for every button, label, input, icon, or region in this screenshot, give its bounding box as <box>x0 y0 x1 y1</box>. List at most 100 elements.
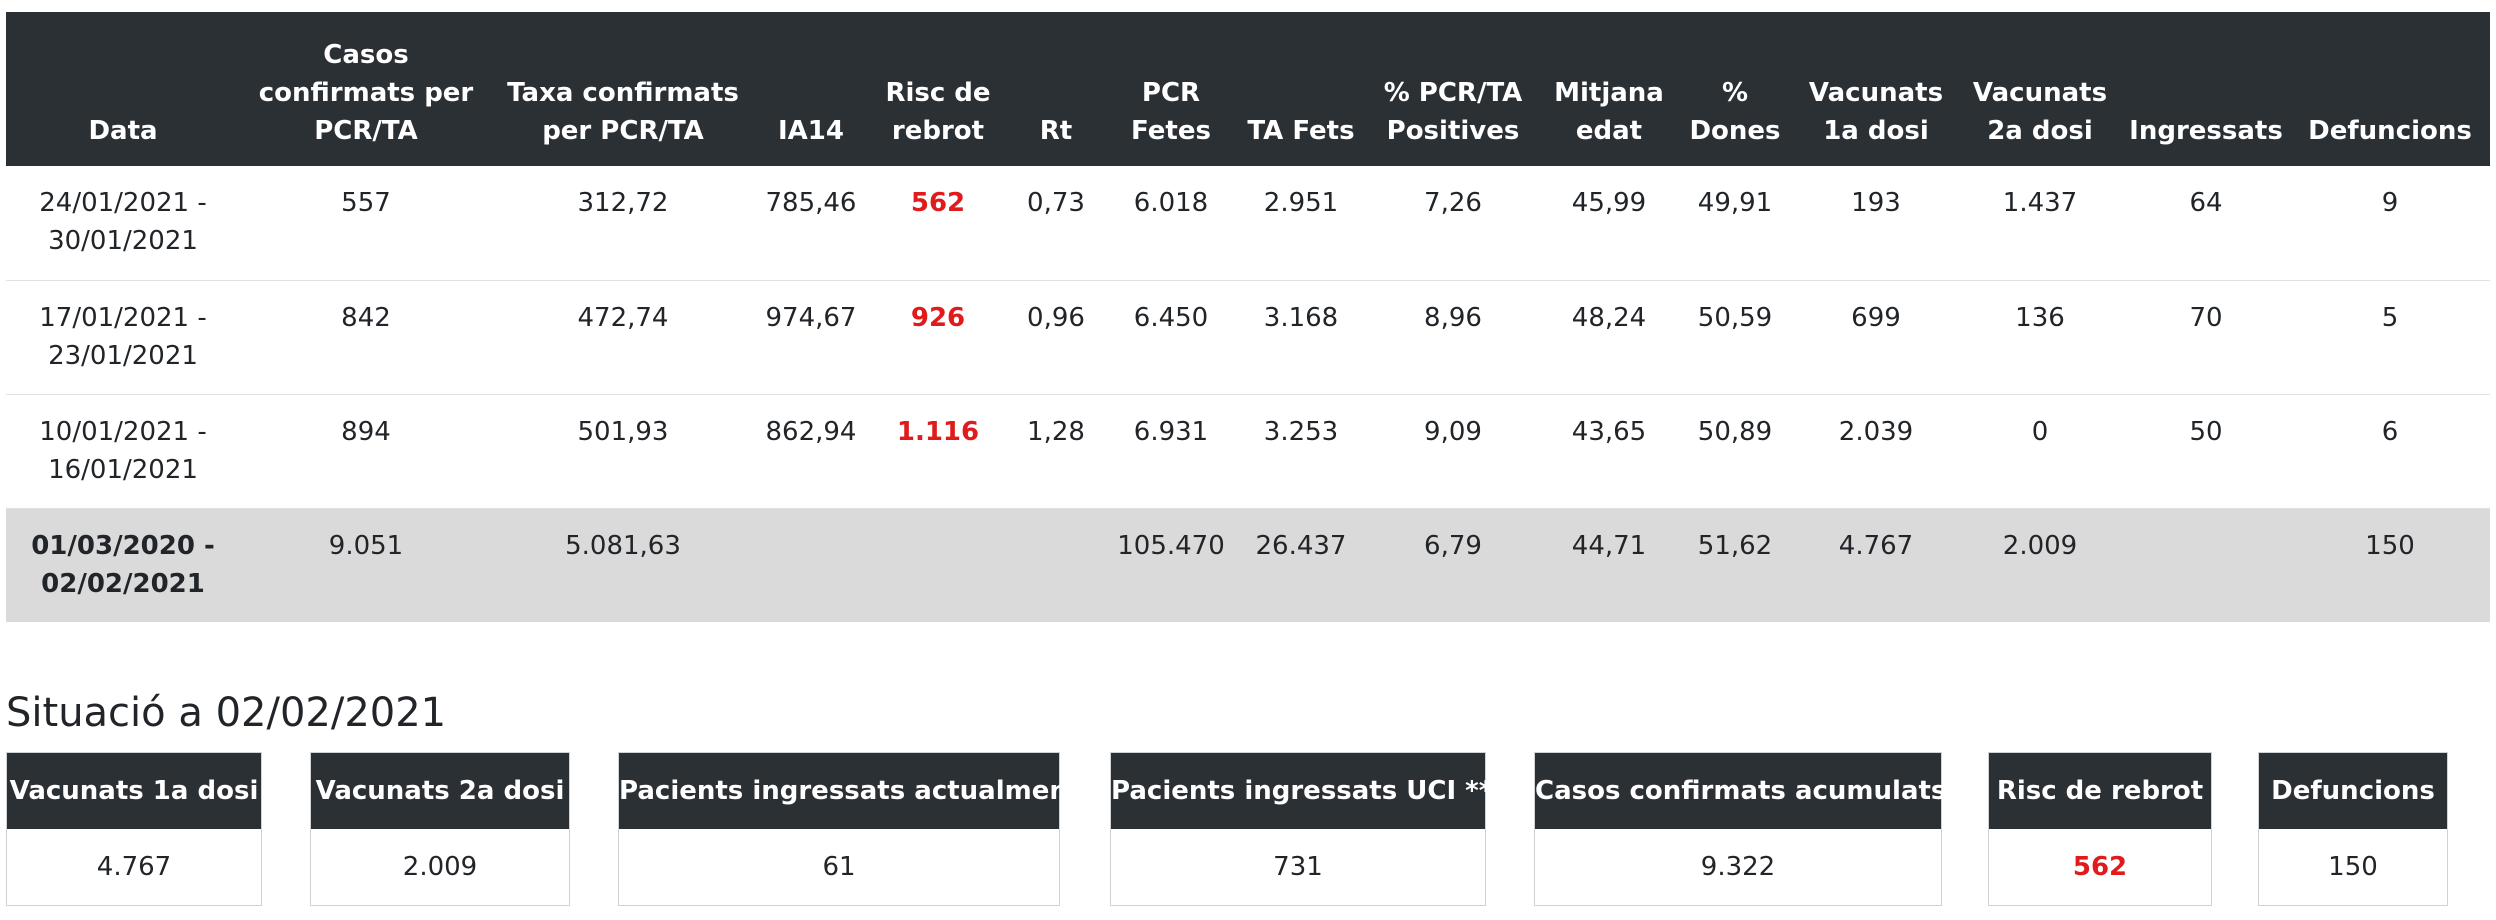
column-header-date[interactable]: Data <box>6 12 240 166</box>
cell-ta-done: 2.951 <box>1238 166 1364 281</box>
column-header-women-pct[interactable]: % Dones <box>1676 12 1794 166</box>
cell-confirmed-cases: 557 <box>240 166 492 281</box>
cell-ta-done: 3.253 <box>1238 394 1364 509</box>
situation-title: Situació a 02/02/2021 <box>6 690 447 736</box>
weekly-data-table: Data Casos confirmats per PCR/TA Taxa co… <box>6 12 2490 622</box>
cell-outbreak-risk: 562 <box>868 166 1008 281</box>
cell-confirmed-rate: 501,93 <box>492 394 754 509</box>
cell-admitted: 50 <box>2122 394 2290 509</box>
cell-admitted: 64 <box>2122 166 2290 281</box>
cell-rt: 0,73 <box>1008 166 1104 281</box>
cell-date: 01/03/2020 - 02/02/2021 <box>6 508 240 622</box>
column-header-positive-pct[interactable]: % PCR/TA Positives <box>1364 12 1542 166</box>
column-header-ta-done[interactable]: TA Fets <box>1238 12 1364 166</box>
cell-women-pct: 51,62 <box>1676 508 1794 622</box>
cell-deaths: 5 <box>2290 280 2490 395</box>
column-header-ia14[interactable]: IA14 <box>754 12 868 166</box>
column-header-confirmed-cases[interactable]: Casos confirmats per PCR/TA <box>240 12 492 166</box>
cell-outbreak-risk: 926 <box>868 280 1008 395</box>
cell-ia14: 862,94 <box>754 394 868 509</box>
cell-pcr-done: 6.018 <box>1104 166 1238 281</box>
column-header-confirmed-rate[interactable]: Taxa confirmats per PCR/TA <box>492 12 754 166</box>
card-value: 4.767 <box>7 829 261 905</box>
cell-mean-age: 48,24 <box>1542 280 1676 395</box>
cell-vaccinated-dose2: 0 <box>1958 394 2122 509</box>
cell-positive-pct: 6,79 <box>1364 508 1542 622</box>
table-total-row: 01/03/2020 - 02/02/2021 9.051 5.081,63 1… <box>6 508 2490 622</box>
cell-women-pct: 49,91 <box>1676 166 1794 281</box>
cell-vaccinated-dose1: 2.039 <box>1794 394 1958 509</box>
cell-positive-pct: 7,26 <box>1364 166 1542 281</box>
cell-pcr-done: 6.450 <box>1104 280 1238 395</box>
cell-ta-done: 3.168 <box>1238 280 1364 395</box>
cell-mean-age: 44,71 <box>1542 508 1676 622</box>
cell-confirmed-cases: 842 <box>240 280 492 395</box>
table-row: 10/01/2021 - 16/01/2021 894 501,93 862,9… <box>6 394 2490 509</box>
column-header-deaths[interactable]: Defuncions <box>2290 12 2490 166</box>
card-deaths: Defuncions 150 <box>2258 752 2448 906</box>
cell-mean-age: 45,99 <box>1542 166 1676 281</box>
table-row: 24/01/2021 - 30/01/2021 557 312,72 785,4… <box>6 166 2490 281</box>
cell-ia14: 974,67 <box>754 280 868 395</box>
card-value: 9.322 <box>1535 829 1941 905</box>
card-outbreak-risk: Risc de rebrot 562 <box>1988 752 2212 906</box>
cell-confirmed-rate: 312,72 <box>492 166 754 281</box>
card-confirmed-accumulated: Casos confirmats acumulats 9.322 <box>1534 752 1946 906</box>
card-label: Risc de rebrot <box>1989 753 2211 829</box>
cell-vaccinated-dose1: 193 <box>1794 166 1958 281</box>
cell-ia14: 785,46 <box>754 166 868 281</box>
column-header-rt[interactable]: Rt <box>1008 12 1104 166</box>
card-patients-admitted: Pacients ingressats actualment 61 <box>618 752 1080 906</box>
table-header-row: Data Casos confirmats per PCR/TA Taxa co… <box>6 12 2490 166</box>
card-vaccinated-dose2: Vacunats 2a dosi 2.009 <box>310 752 570 906</box>
card-patients-icu: Pacients ingressats UCI ** 731 <box>1110 752 1492 906</box>
cell-vaccinated-dose1: 699 <box>1794 280 1958 395</box>
cell-vaccinated-dose2: 2.009 <box>1958 508 2122 622</box>
cell-confirmed-cases: 894 <box>240 394 492 509</box>
column-header-vaccinated-dose2[interactable]: Vacunats 2a dosi <box>1958 12 2122 166</box>
table-row: 17/01/2021 - 23/01/2021 842 472,74 974,6… <box>6 280 2490 395</box>
card-label: Casos confirmats acumulats <box>1535 753 1946 829</box>
cell-pcr-done: 105.470 <box>1104 508 1238 622</box>
cell-positive-pct: 8,96 <box>1364 280 1542 395</box>
card-value: 2.009 <box>311 829 569 905</box>
cell-vaccinated-dose1: 4.767 <box>1794 508 1958 622</box>
card-value: 731 <box>1111 829 1485 905</box>
card-label: Pacients ingressats actualment <box>619 753 1080 829</box>
cell-confirmed-cases: 9.051 <box>240 508 492 622</box>
cell-vaccinated-dose2: 1.437 <box>1958 166 2122 281</box>
card-value: 61 <box>619 829 1059 905</box>
cell-women-pct: 50,89 <box>1676 394 1794 509</box>
card-value: 562 <box>1989 829 2211 905</box>
column-header-vaccinated-dose1[interactable]: Vacunats 1a dosi <box>1794 12 1958 166</box>
card-label: Pacients ingressats UCI ** <box>1111 753 1492 829</box>
card-value: 150 <box>2259 829 2447 905</box>
cell-mean-age: 43,65 <box>1542 394 1676 509</box>
cell-confirmed-rate: 472,74 <box>492 280 754 395</box>
cell-pcr-done: 6.931 <box>1104 394 1238 509</box>
column-header-mean-age[interactable]: Mitjana edat <box>1542 12 1676 166</box>
cell-confirmed-rate: 5.081,63 <box>492 508 754 622</box>
card-label: Vacunats 2a dosi <box>311 753 569 829</box>
cell-vaccinated-dose2: 136 <box>1958 280 2122 395</box>
cell-ta-done: 26.437 <box>1238 508 1364 622</box>
cell-ia14 <box>754 508 868 622</box>
column-header-admitted[interactable]: Ingressats <box>2122 12 2290 166</box>
cell-date: 24/01/2021 - 30/01/2021 <box>6 166 240 281</box>
column-header-outbreak-risk[interactable]: Risc de rebrot <box>868 12 1008 166</box>
cell-rt <box>1008 508 1104 622</box>
cell-outbreak-risk: 1.116 <box>868 394 1008 509</box>
column-header-pcr-done[interactable]: PCR Fetes <box>1104 12 1238 166</box>
card-label: Defuncions <box>2259 753 2447 829</box>
cell-women-pct: 50,59 <box>1676 280 1794 395</box>
cell-positive-pct: 9,09 <box>1364 394 1542 509</box>
cell-date: 10/01/2021 - 16/01/2021 <box>6 394 240 509</box>
card-label: Vacunats 1a dosi <box>7 753 261 829</box>
cell-rt: 1,28 <box>1008 394 1104 509</box>
cell-admitted <box>2122 508 2290 622</box>
card-vaccinated-dose1: Vacunats 1a dosi 4.767 <box>6 752 262 906</box>
cell-deaths: 9 <box>2290 166 2490 281</box>
weekly-data-table-wrapper: Data Casos confirmats per PCR/TA Taxa co… <box>6 12 2490 622</box>
cell-admitted: 70 <box>2122 280 2290 395</box>
cell-deaths: 6 <box>2290 394 2490 509</box>
